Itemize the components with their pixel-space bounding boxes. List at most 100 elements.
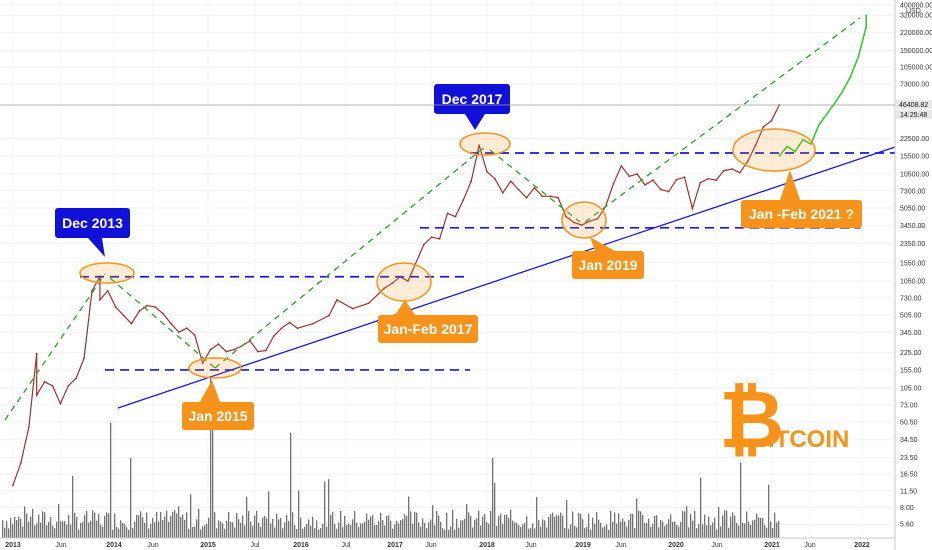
price-point: [351, 307, 354, 310]
price-point: [430, 236, 433, 239]
price-point: [178, 331, 180, 333]
x-tick-label: Jul: [342, 542, 351, 549]
volume-bar: [458, 527, 460, 538]
volume-bar: [178, 506, 180, 538]
current-price-value: 46408.82: [899, 102, 928, 109]
volume-bar: [162, 520, 164, 538]
price-point: [494, 177, 496, 180]
volume-bar: [166, 510, 168, 538]
volume-bar: [610, 511, 612, 538]
volume-bar: [746, 511, 748, 538]
current-price-tag: [896, 100, 932, 109]
price-point: [35, 352, 38, 355]
volume-bar: [366, 513, 368, 538]
volume-bar: [734, 515, 736, 538]
price-point: [509, 180, 512, 183]
callout-label: Jan-Feb 2017: [384, 321, 473, 337]
price-point: [817, 124, 820, 127]
price-point: [185, 327, 188, 330]
y-tick-label: 50.50: [900, 420, 918, 427]
price-point: [794, 150, 796, 153]
volume-bar: [760, 517, 762, 538]
volume-bar: [762, 517, 764, 538]
price-point: [336, 298, 338, 301]
volume-bar: [594, 523, 596, 538]
callout-box: [55, 208, 130, 238]
volume-bar: [488, 523, 490, 538]
volume-bar: [480, 525, 482, 538]
volume-bar: [44, 512, 46, 538]
price-point: [746, 160, 749, 163]
price-point: [667, 190, 670, 193]
y-tick-label: 10500.00: [900, 172, 929, 179]
volume-bar: [568, 528, 570, 538]
volume-bar: [482, 516, 484, 538]
volume-bar: [310, 525, 312, 538]
volume-bar: [724, 510, 726, 538]
volume-bar: [696, 528, 698, 538]
volume-bar: [128, 529, 130, 538]
volume-bar: [718, 506, 720, 538]
price-point: [833, 102, 836, 105]
volume-bar: [714, 517, 716, 538]
countdown-value: 14:25:48: [900, 112, 927, 119]
price-point: [138, 310, 141, 312]
y-tick-label: 730.00: [900, 295, 922, 302]
volume-bar: [754, 519, 756, 538]
volume-bar: [214, 512, 216, 538]
volume-bar: [752, 520, 754, 538]
price-point: [810, 143, 812, 145]
volume-bar: [534, 528, 536, 538]
volume-bar: [778, 520, 780, 538]
volume-bar: [682, 511, 684, 538]
price-point: [588, 220, 591, 223]
volume-bar: [318, 529, 320, 538]
volume-bar: [414, 511, 416, 538]
volume-bar: [390, 520, 392, 538]
volume-bar: [380, 512, 382, 538]
volume-bar: [598, 519, 600, 538]
volume-bar: [456, 518, 458, 538]
volume-bar: [158, 521, 160, 538]
y-tick-label: 1050.00: [900, 279, 925, 286]
price-point: [438, 237, 441, 240]
volume-bar: [328, 479, 330, 538]
volume-bar: [452, 510, 454, 538]
volume-bar: [604, 526, 606, 538]
x-tick-label: Jun: [615, 542, 626, 549]
volume-bar: [730, 516, 732, 538]
y-tick-label: 34.50: [900, 437, 918, 444]
volume-bar: [16, 520, 18, 538]
volume-bar: [564, 528, 566, 538]
y-tick-label: 7300.00: [900, 188, 925, 195]
volume-bar: [140, 511, 142, 538]
volume-bar: [96, 520, 98, 538]
volume-bar: [364, 521, 366, 538]
price-point: [683, 176, 686, 179]
volume-bar: [262, 517, 264, 538]
volume-bar: [58, 504, 60, 538]
volume-bar: [142, 517, 144, 538]
price-point: [549, 195, 552, 198]
volume-bar: [770, 521, 772, 538]
volume-bar: [30, 516, 32, 538]
volume-bar: [532, 523, 534, 538]
volume-bar: [432, 505, 434, 538]
volume-bar: [546, 527, 548, 538]
price-point: [462, 199, 465, 201]
volume-bar: [766, 527, 768, 538]
volume-bar: [174, 510, 176, 538]
y-tick-label: 105000.00: [900, 65, 932, 72]
trend-line-2014-down: [109, 277, 216, 369]
volume-bar: [626, 526, 628, 538]
y-tick-label: 2350.00: [900, 241, 925, 248]
volume-bar: [254, 515, 256, 538]
volume-bar: [170, 515, 172, 538]
volume-bar: [578, 513, 580, 538]
volume-bar: [650, 526, 652, 538]
volume-bar: [582, 519, 584, 538]
price-point: [723, 169, 725, 172]
volume-bar: [592, 517, 594, 538]
